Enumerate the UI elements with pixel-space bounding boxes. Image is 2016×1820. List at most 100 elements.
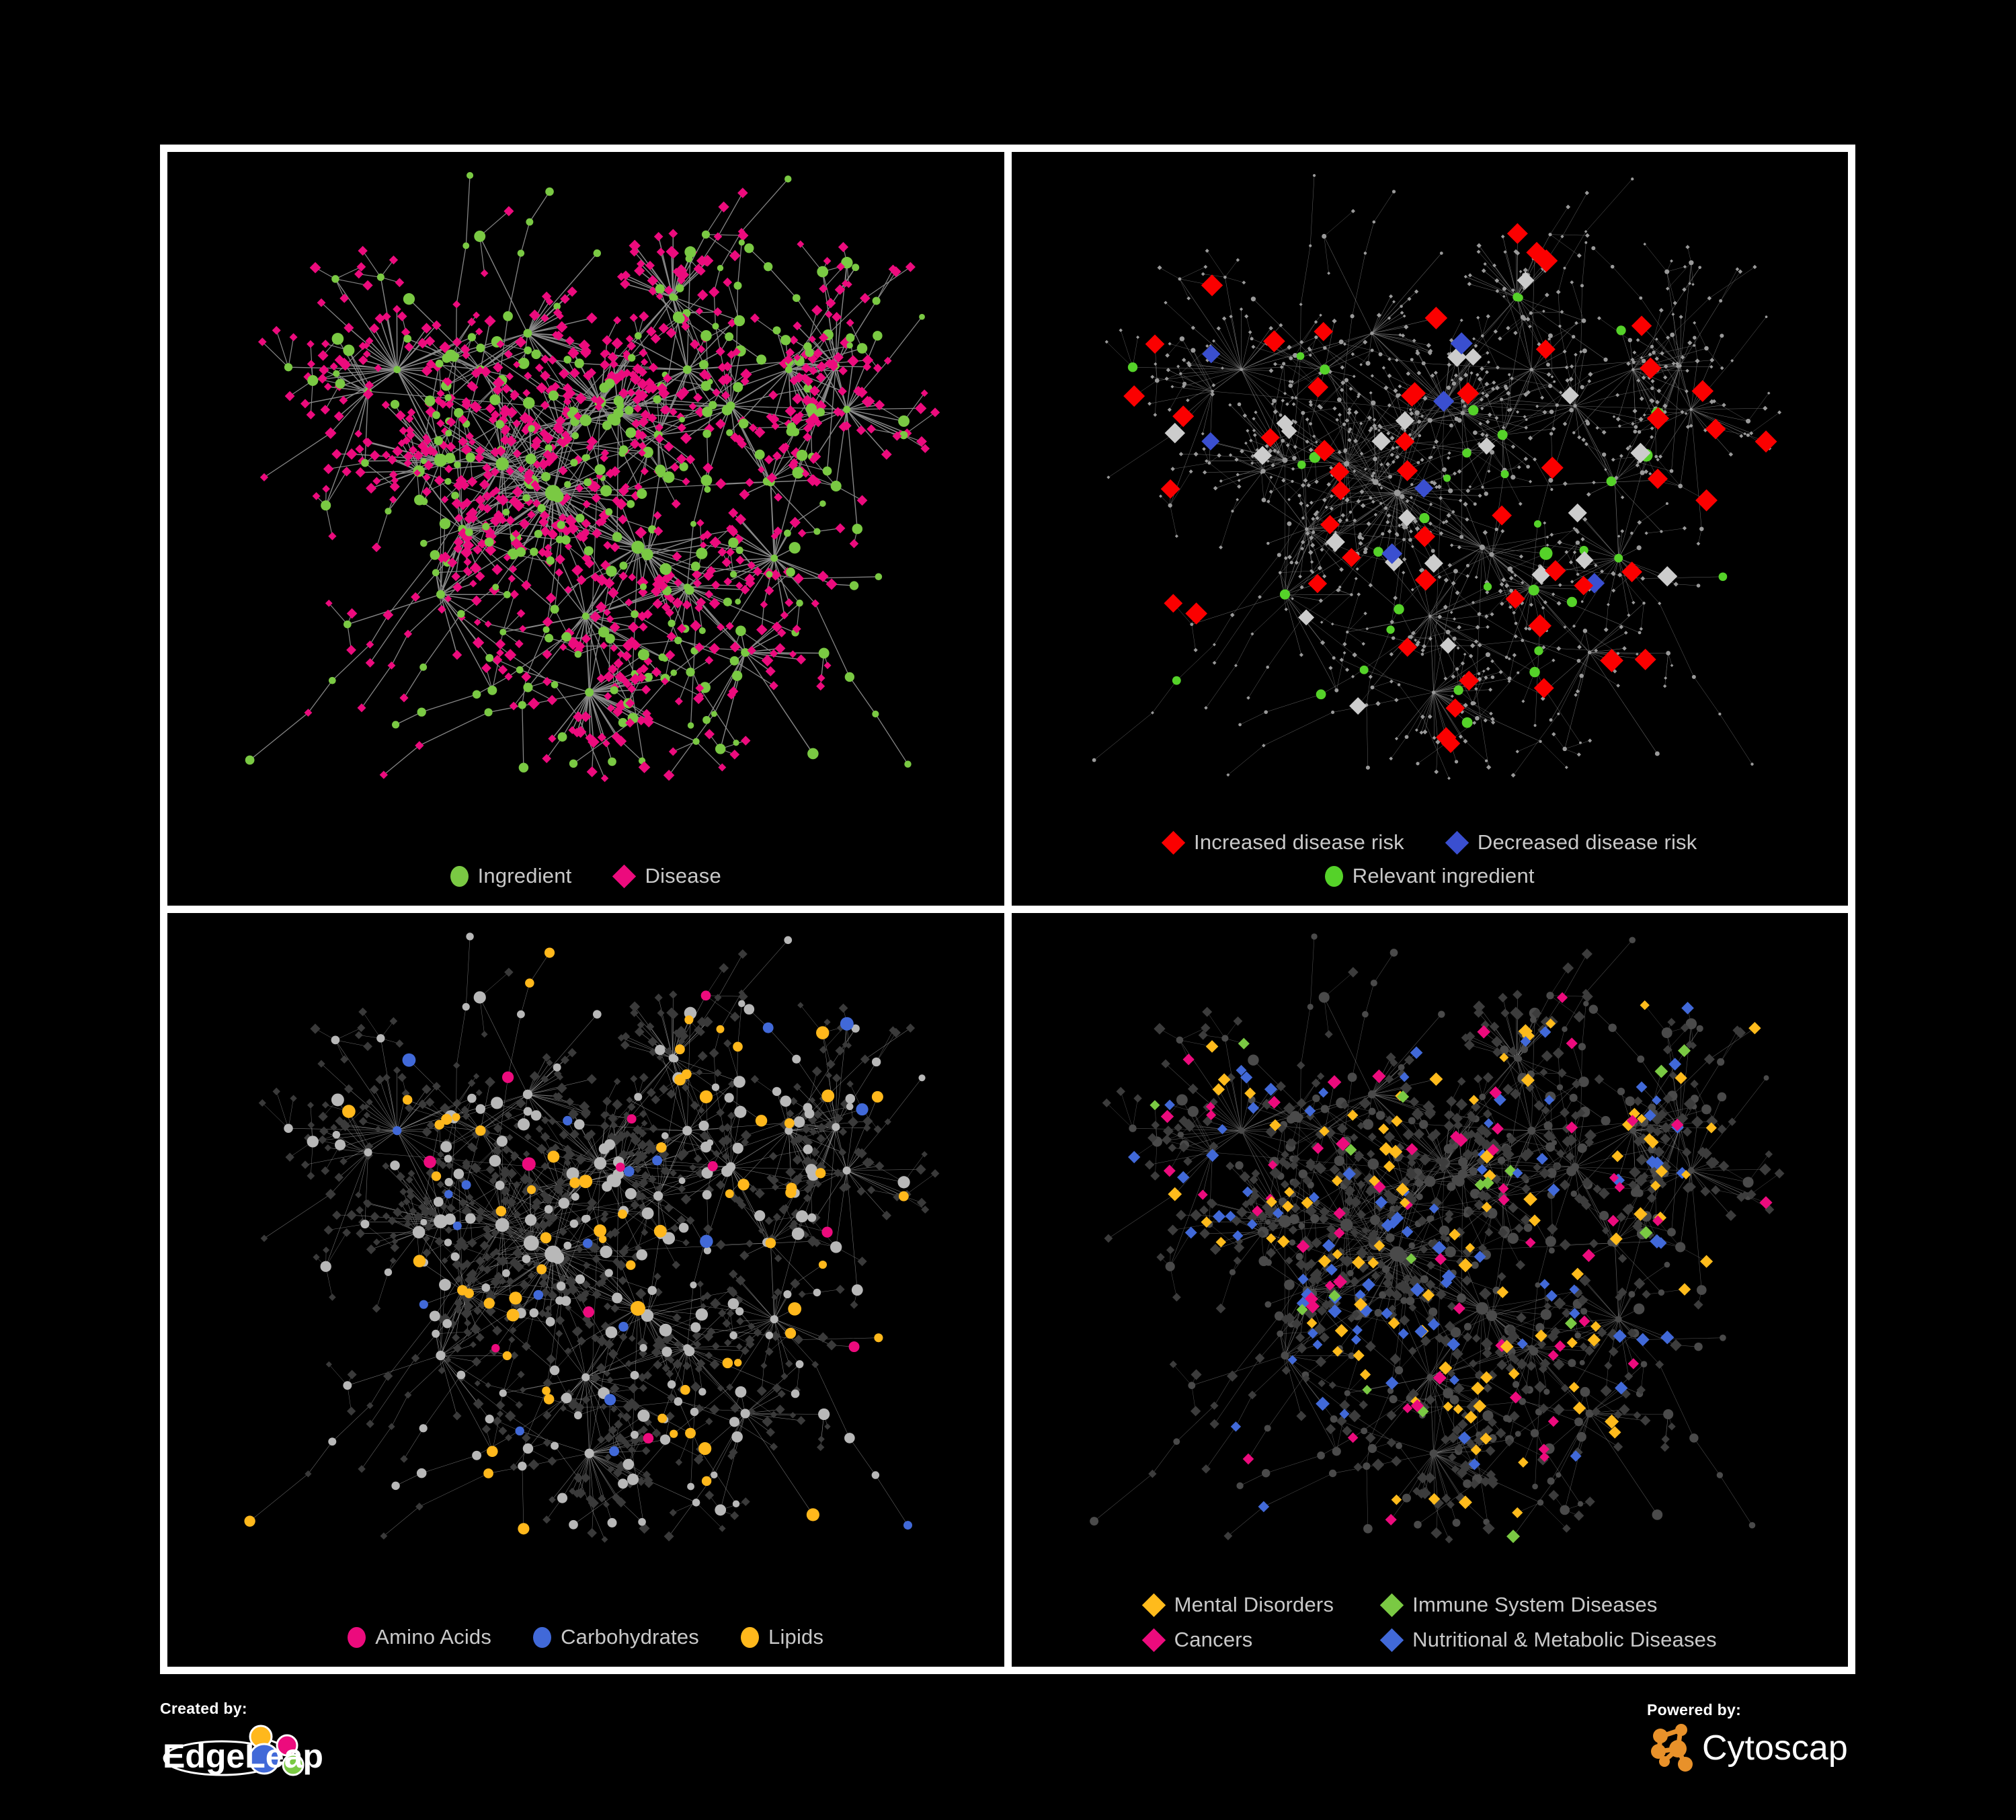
ingredient-node[interactable] xyxy=(1519,1398,1526,1405)
disease-node[interactable] xyxy=(403,629,413,639)
disease-node[interactable] xyxy=(535,1125,543,1133)
disease-node[interactable] xyxy=(382,1074,391,1082)
disease-node[interactable] xyxy=(1324,1280,1335,1291)
disease-node[interactable] xyxy=(1642,413,1646,417)
disease-node[interactable] xyxy=(1229,612,1235,618)
ingredient-node[interactable] xyxy=(439,518,451,530)
disease-node[interactable] xyxy=(1580,437,1586,442)
disease-node[interactable] xyxy=(735,1343,743,1351)
disease-node[interactable] xyxy=(548,734,557,743)
disease-node[interactable] xyxy=(580,711,592,723)
disease-node[interactable] xyxy=(519,625,527,633)
disease-node[interactable] xyxy=(817,570,829,582)
disease-node[interactable] xyxy=(399,1188,407,1196)
disease-node[interactable] xyxy=(1507,1202,1519,1214)
disease-node[interactable] xyxy=(1662,684,1666,688)
disease-node[interactable] xyxy=(1153,413,1157,417)
disease-node[interactable] xyxy=(325,1361,332,1368)
disease-node[interactable] xyxy=(1576,644,1582,649)
ingredient-node[interactable] xyxy=(1408,538,1412,542)
disease-node[interactable] xyxy=(1613,1329,1627,1343)
disease-node[interactable] xyxy=(1699,1255,1713,1268)
disease-node[interactable] xyxy=(709,598,721,609)
disease-node[interactable] xyxy=(473,1073,480,1080)
ingredient-node[interactable] xyxy=(1290,396,1294,399)
ingredient-node[interactable] xyxy=(1607,1023,1617,1032)
disease-node[interactable] xyxy=(1532,457,1537,462)
disease-node[interactable] xyxy=(1681,287,1687,292)
ingredient-node[interactable] xyxy=(331,333,344,345)
ingredient-node[interactable] xyxy=(439,1279,451,1291)
disease-node[interactable] xyxy=(1310,1237,1322,1249)
ingredient-node[interactable] xyxy=(657,1413,668,1423)
disease-node[interactable] xyxy=(1447,1453,1457,1462)
ingredient-node[interactable] xyxy=(420,1218,428,1226)
network-canvas-2[interactable] xyxy=(1012,152,1849,805)
ingredient-node[interactable] xyxy=(1545,362,1550,367)
ingredient-node[interactable] xyxy=(1533,723,1537,727)
ingredient-node[interactable] xyxy=(444,1154,452,1163)
disease-node[interactable] xyxy=(1264,1082,1277,1096)
disease-node[interactable] xyxy=(1511,1507,1523,1518)
ingredient-node[interactable] xyxy=(1410,358,1414,362)
ingredient-node[interactable] xyxy=(1381,1265,1389,1273)
disease-node[interactable] xyxy=(692,578,702,588)
disease-node[interactable] xyxy=(406,1191,415,1201)
ingredient-node[interactable] xyxy=(1454,416,1459,422)
disease-node[interactable] xyxy=(774,1288,782,1297)
ingredient-node[interactable] xyxy=(639,1343,647,1352)
ingredient-node[interactable] xyxy=(1178,277,1181,281)
ingredient-node[interactable] xyxy=(1664,1261,1670,1268)
disease-node[interactable] xyxy=(1367,1132,1377,1142)
ingredient-node[interactable] xyxy=(1176,1036,1183,1044)
ingredient-node[interactable] xyxy=(1658,1289,1664,1296)
disease-node[interactable] xyxy=(1465,573,1469,578)
ingredient-node[interactable] xyxy=(1603,357,1608,362)
disease-node[interactable] xyxy=(847,355,859,367)
disease-node[interactable] xyxy=(645,1022,655,1031)
disease-node[interactable] xyxy=(1287,555,1292,560)
disease-node[interactable] xyxy=(339,293,350,303)
disease-node[interactable] xyxy=(783,354,793,364)
disease-node[interactable] xyxy=(1401,570,1405,575)
ingredient-node[interactable] xyxy=(581,1215,590,1223)
disease-node[interactable] xyxy=(1566,1037,1578,1050)
ingredient-node[interactable] xyxy=(1309,452,1320,463)
ingredient-node[interactable] xyxy=(822,466,832,476)
disease-node[interactable] xyxy=(1543,1302,1551,1310)
disease-node[interactable] xyxy=(702,462,714,473)
disease-node[interactable] xyxy=(1471,337,1476,341)
disease-node[interactable] xyxy=(528,1459,540,1470)
disease-node[interactable] xyxy=(547,695,557,705)
disease-node[interactable] xyxy=(1486,360,1490,364)
disease-node[interactable] xyxy=(737,188,748,198)
disease-node[interactable] xyxy=(1485,1446,1496,1456)
ingredient-node[interactable] xyxy=(627,354,636,362)
disease-node[interactable] xyxy=(1649,435,1654,439)
ingredient-node[interactable] xyxy=(791,1389,800,1398)
disease-node[interactable] xyxy=(1595,426,1599,430)
disease-node[interactable] xyxy=(515,1400,523,1409)
disease-node[interactable] xyxy=(1545,543,1549,547)
disease-node[interactable] xyxy=(371,543,382,553)
disease-node[interactable] xyxy=(1244,1087,1256,1099)
disease-node[interactable] xyxy=(1372,418,1376,422)
ingredient-node[interactable] xyxy=(848,1341,860,1353)
ingredient-node[interactable] xyxy=(1360,1427,1367,1435)
ingredient-node[interactable] xyxy=(1718,299,1722,303)
disease-node[interactable] xyxy=(374,313,385,324)
disease-node[interactable] xyxy=(1490,659,1494,664)
disease-node[interactable] xyxy=(610,1383,620,1394)
ingredient-node[interactable] xyxy=(682,1125,692,1136)
ingredient-node[interactable] xyxy=(594,1224,607,1237)
disease-node[interactable] xyxy=(436,419,445,428)
disease-node[interactable] xyxy=(1166,368,1170,372)
disease-node[interactable] xyxy=(1389,1353,1401,1365)
disease-node[interactable] xyxy=(1216,453,1221,458)
disease-node[interactable] xyxy=(506,467,514,476)
disease-node[interactable] xyxy=(1340,380,1346,386)
ingredient-node[interactable] xyxy=(685,1427,696,1439)
disease-node[interactable] xyxy=(612,1099,623,1110)
disease-node[interactable] xyxy=(1631,315,1652,336)
disease-node[interactable] xyxy=(1199,1228,1210,1239)
